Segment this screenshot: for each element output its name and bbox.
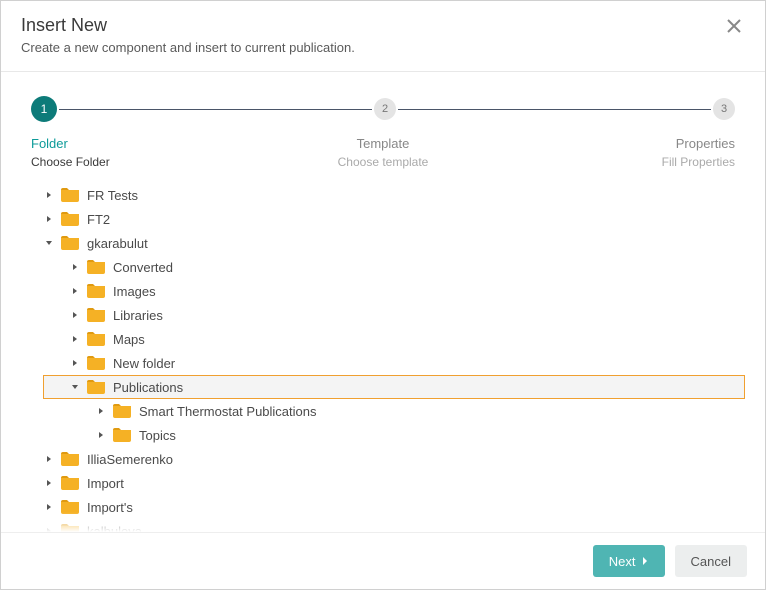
folder-icon bbox=[61, 476, 79, 490]
step-line-1 bbox=[59, 109, 372, 110]
caret-right-icon[interactable] bbox=[69, 309, 81, 321]
caret-right-icon[interactable] bbox=[43, 501, 55, 513]
tree-row-label: Publications bbox=[113, 380, 183, 395]
tree-row-label: Import bbox=[87, 476, 124, 491]
step-sub-2: Choose template bbox=[161, 155, 605, 169]
tree-row-label: Maps bbox=[113, 332, 145, 347]
next-button-label: Next bbox=[609, 554, 636, 569]
caret-right-icon[interactable] bbox=[43, 213, 55, 225]
tree-row-label: IlliaSemerenko bbox=[87, 452, 173, 467]
next-button[interactable]: Next bbox=[593, 545, 665, 577]
close-button[interactable] bbox=[723, 15, 745, 42]
tree-row[interactable]: Import's bbox=[43, 495, 745, 519]
insert-new-modal: Insert New Create a new component and in… bbox=[0, 0, 766, 590]
folder-icon bbox=[87, 284, 105, 298]
step-label-2: Template Choose template bbox=[161, 136, 605, 169]
step-circle-3[interactable]: 3 bbox=[713, 98, 735, 120]
folder-icon bbox=[61, 524, 79, 532]
step-circle-1[interactable]: 1 bbox=[31, 96, 57, 122]
tree-row-label: FR Tests bbox=[87, 188, 138, 203]
tree-row[interactable]: Import bbox=[43, 471, 745, 495]
tree-row[interactable]: Images bbox=[43, 279, 745, 303]
folder-icon bbox=[87, 260, 105, 274]
tree-row-label: Smart Thermostat Publications bbox=[139, 404, 317, 419]
step-line-2 bbox=[398, 109, 711, 110]
folder-icon bbox=[61, 212, 79, 226]
caret-right-icon[interactable] bbox=[69, 261, 81, 273]
modal-subtitle: Create a new component and insert to cur… bbox=[21, 40, 355, 55]
folder-tree[interactable]: FR Tests FT2 gkarabulut Converted Images Libr… bbox=[1, 169, 765, 532]
folder-icon bbox=[87, 356, 105, 370]
tree-row[interactable]: Converted bbox=[43, 255, 745, 279]
folder-icon bbox=[61, 236, 79, 250]
caret-down-icon[interactable] bbox=[69, 381, 81, 393]
title-block: Insert New Create a new component and in… bbox=[21, 15, 355, 55]
folder-icon bbox=[87, 380, 105, 394]
folder-icon bbox=[113, 428, 131, 442]
step-label-3: Properties Fill Properties bbox=[605, 136, 735, 169]
cancel-button-label: Cancel bbox=[691, 554, 731, 569]
tree-row[interactable]: FR Tests bbox=[43, 183, 745, 207]
tree-row[interactable]: kalbulova bbox=[43, 519, 745, 532]
caret-right-icon[interactable] bbox=[43, 453, 55, 465]
step-name-3: Properties bbox=[605, 136, 735, 151]
tree-row[interactable]: Maps bbox=[43, 327, 745, 351]
tree-row-label: Images bbox=[113, 284, 156, 299]
folder-icon bbox=[61, 452, 79, 466]
tree-row-label: Converted bbox=[113, 260, 173, 275]
cancel-button[interactable]: Cancel bbox=[675, 545, 747, 577]
tree-row[interactable]: Publications bbox=[43, 375, 745, 399]
tree-row[interactable]: New folder bbox=[43, 351, 745, 375]
wizard-stepper: 1 2 3 bbox=[1, 72, 765, 130]
step-name-1: Folder bbox=[31, 136, 161, 151]
tree-row-label: FT2 bbox=[87, 212, 110, 227]
chevron-right-icon bbox=[642, 556, 649, 566]
caret-right-icon[interactable] bbox=[69, 357, 81, 369]
step-sub-1: Choose Folder bbox=[31, 155, 161, 169]
caret-right-icon[interactable] bbox=[95, 405, 107, 417]
modal-header: Insert New Create a new component and in… bbox=[1, 1, 765, 65]
tree-row[interactable]: FT2 bbox=[43, 207, 745, 231]
caret-right-icon[interactable] bbox=[69, 333, 81, 345]
caret-down-icon[interactable] bbox=[43, 237, 55, 249]
close-icon bbox=[725, 17, 743, 35]
caret-right-icon[interactable] bbox=[43, 189, 55, 201]
folder-icon bbox=[87, 308, 105, 322]
step-name-2: Template bbox=[161, 136, 605, 151]
folder-icon bbox=[61, 500, 79, 514]
tree-row-label: kalbulova bbox=[87, 524, 142, 533]
caret-right-icon[interactable] bbox=[43, 525, 55, 532]
tree-row-label: Import's bbox=[87, 500, 133, 515]
caret-right-icon[interactable] bbox=[43, 477, 55, 489]
folder-icon bbox=[61, 188, 79, 202]
modal-title: Insert New bbox=[21, 15, 355, 36]
tree-row-label: New folder bbox=[113, 356, 175, 371]
folder-icon bbox=[113, 404, 131, 418]
tree-row[interactable]: Smart Thermostat Publications bbox=[43, 399, 745, 423]
tree-row[interactable]: gkarabulut bbox=[43, 231, 745, 255]
folder-icon bbox=[87, 332, 105, 346]
tree-row[interactable]: IlliaSemerenko bbox=[43, 447, 745, 471]
step-sub-3: Fill Properties bbox=[605, 155, 735, 169]
tree-row-label: Topics bbox=[139, 428, 176, 443]
tree-row[interactable]: Libraries bbox=[43, 303, 745, 327]
tree-row-label: Libraries bbox=[113, 308, 163, 323]
tree-row[interactable]: Topics bbox=[43, 423, 745, 447]
step-circle-2[interactable]: 2 bbox=[374, 98, 396, 120]
modal-footer: Next Cancel bbox=[1, 532, 765, 589]
step-label-1: Folder Choose Folder bbox=[31, 136, 161, 169]
step-labels: Folder Choose Folder Template Choose tem… bbox=[1, 130, 765, 169]
caret-right-icon[interactable] bbox=[69, 285, 81, 297]
caret-right-icon[interactable] bbox=[95, 429, 107, 441]
tree-row-label: gkarabulut bbox=[87, 236, 148, 251]
